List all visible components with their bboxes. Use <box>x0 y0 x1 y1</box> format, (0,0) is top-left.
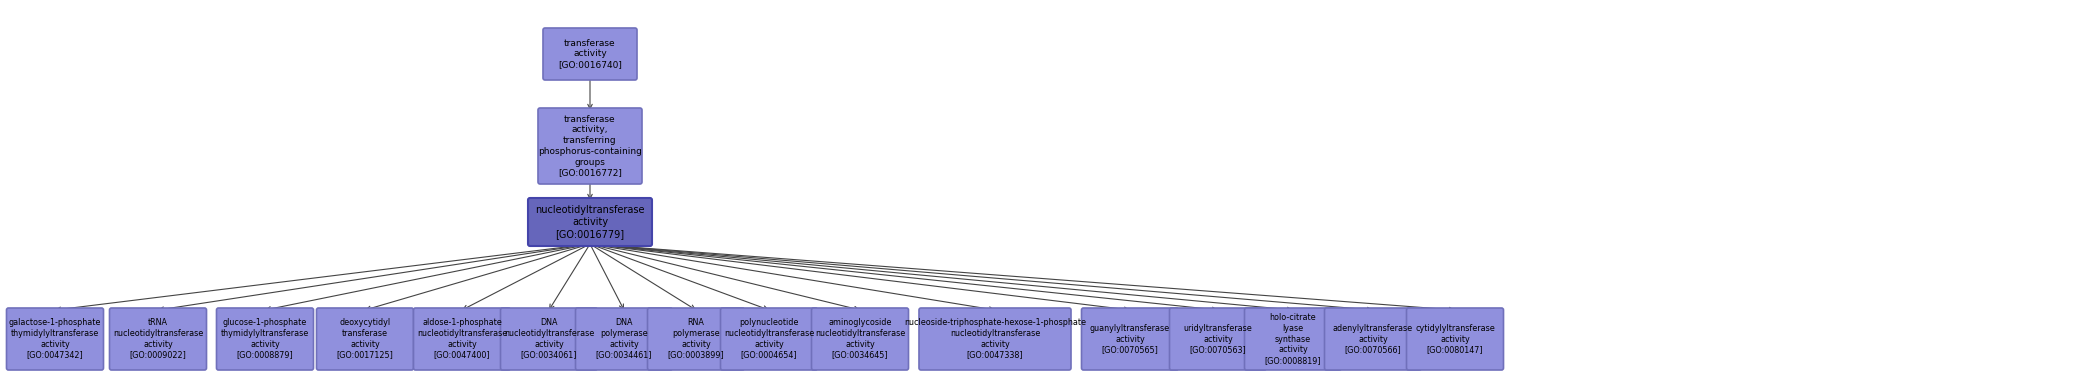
Text: galactose-1-phosphate
thymidylyltransferase
activity
[GO:0047342]: galactose-1-phosphate thymidylyltransfer… <box>8 318 100 360</box>
FancyBboxPatch shape <box>538 108 643 184</box>
FancyBboxPatch shape <box>6 308 103 370</box>
FancyBboxPatch shape <box>216 308 314 370</box>
Text: holo-citrate
lyase
synthase
activity
[GO:0008819]: holo-citrate lyase synthase activity [GO… <box>1264 313 1321 365</box>
Text: aldose-1-phosphate
nucleotidyltransferase
activity
[GO:0047400]: aldose-1-phosphate nucleotidyltransferas… <box>417 318 507 360</box>
Text: polynucleotide
nucleotidyltransferase
activity
[GO:0004654]: polynucleotide nucleotidyltransferase ac… <box>724 318 814 360</box>
Text: nucleoside-triphosphate-hexose-1-phosphate
nucleotidyltransferase
activity
[GO:0: nucleoside-triphosphate-hexose-1-phospha… <box>904 318 1086 360</box>
Text: deoxycytidyl
transferase
activity
[GO:0017125]: deoxycytidyl transferase activity [GO:00… <box>337 318 393 360</box>
FancyBboxPatch shape <box>414 308 511 370</box>
FancyBboxPatch shape <box>576 308 672 370</box>
Text: DNA
polymerase
activity
[GO:0034461]: DNA polymerase activity [GO:0034461] <box>597 318 653 360</box>
Text: adenylyltransferase
activity
[GO:0070566]: adenylyltransferase activity [GO:0070566… <box>1333 324 1413 354</box>
FancyBboxPatch shape <box>1406 308 1503 370</box>
FancyBboxPatch shape <box>1082 308 1178 370</box>
FancyBboxPatch shape <box>527 198 653 246</box>
FancyBboxPatch shape <box>647 308 745 370</box>
Text: tRNA
nucleotidyltransferase
activity
[GO:0009022]: tRNA nucleotidyltransferase activity [GO… <box>113 318 203 360</box>
FancyBboxPatch shape <box>919 308 1072 370</box>
FancyBboxPatch shape <box>109 308 207 370</box>
Text: RNA
polymerase
activity
[GO:0003899]: RNA polymerase activity [GO:0003899] <box>668 318 724 360</box>
Text: cytidylyltransferase
activity
[GO:0080147]: cytidylyltransferase activity [GO:008014… <box>1415 324 1494 354</box>
FancyBboxPatch shape <box>1170 308 1266 370</box>
FancyBboxPatch shape <box>720 308 818 370</box>
FancyBboxPatch shape <box>1245 308 1342 370</box>
Text: nucleotidyltransferase
activity
[GO:0016779]: nucleotidyltransferase activity [GO:0016… <box>536 205 645 239</box>
Text: transferase
activity
[GO:0016740]: transferase activity [GO:0016740] <box>559 39 622 69</box>
Text: uridyltransferase
activity
[GO:0070563]: uridyltransferase activity [GO:0070563] <box>1185 324 1252 354</box>
FancyBboxPatch shape <box>500 308 597 370</box>
Text: glucose-1-phosphate
thymidylyltransferase
activity
[GO:0008879]: glucose-1-phosphate thymidylyltransferas… <box>222 318 310 360</box>
Text: guanylyltransferase
activity
[GO:0070565]: guanylyltransferase activity [GO:0070565… <box>1090 324 1170 354</box>
Text: DNA
nucleotidyltransferase
activity
[GO:0034061]: DNA nucleotidyltransferase activity [GO:… <box>504 318 594 360</box>
FancyBboxPatch shape <box>1325 308 1421 370</box>
FancyBboxPatch shape <box>542 28 636 80</box>
Text: aminoglycoside
nucleotidyltransferase
activity
[GO:0034645]: aminoglycoside nucleotidyltransferase ac… <box>814 318 904 360</box>
Text: transferase
activity,
transferring
phosphorus-containing
groups
[GO:0016772]: transferase activity, transferring phosp… <box>538 115 643 177</box>
FancyBboxPatch shape <box>812 308 908 370</box>
FancyBboxPatch shape <box>316 308 414 370</box>
